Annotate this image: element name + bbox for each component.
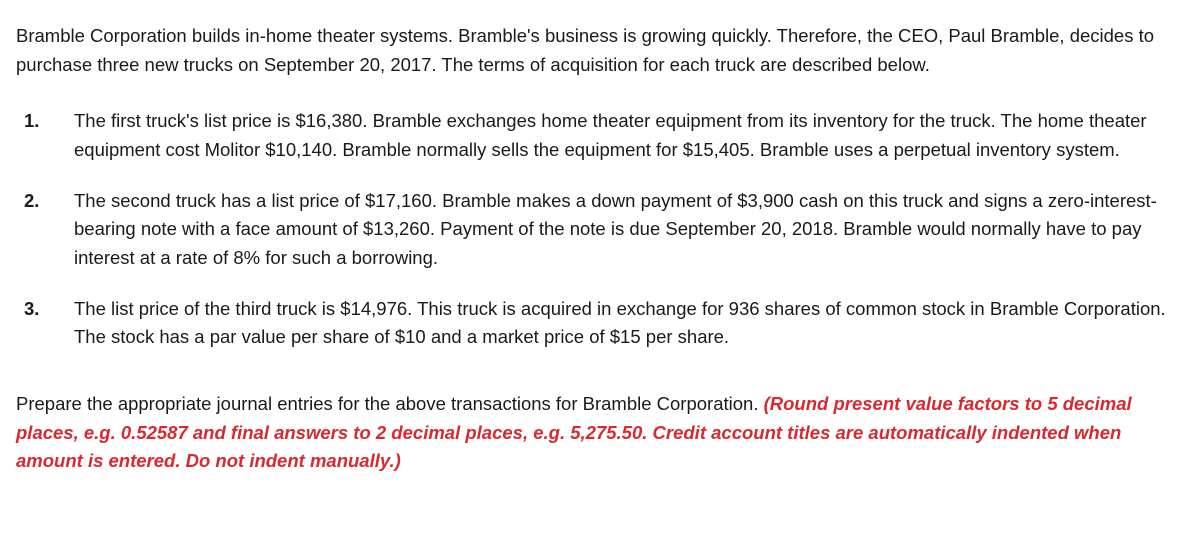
list-item: 3. The list price of the third truck is … [16,295,1184,352]
list-item: 2. The second truck has a list price of … [16,187,1184,273]
problem-intro: Bramble Corporation builds in-home theat… [16,22,1184,79]
list-text-2: The second truck has a list price of $17… [74,187,1184,273]
list-number-2: 2. [24,187,74,273]
list-number-3: 3. [24,295,74,352]
list-text-1: The first truck's list price is $16,380.… [74,107,1184,164]
intro-text: Bramble Corporation builds in-home theat… [16,25,1154,75]
list-item: 1. The first truck's list price is $16,3… [16,107,1184,164]
instruction-paragraph: Prepare the appropriate journal entries … [16,390,1184,476]
list-text-3: The list price of the third truck is $14… [74,295,1184,352]
list-number-1: 1. [24,107,74,164]
problem-list: 1. The first truck's list price is $16,3… [16,107,1184,352]
instruction-black-text: Prepare the appropriate journal entries … [16,393,764,414]
